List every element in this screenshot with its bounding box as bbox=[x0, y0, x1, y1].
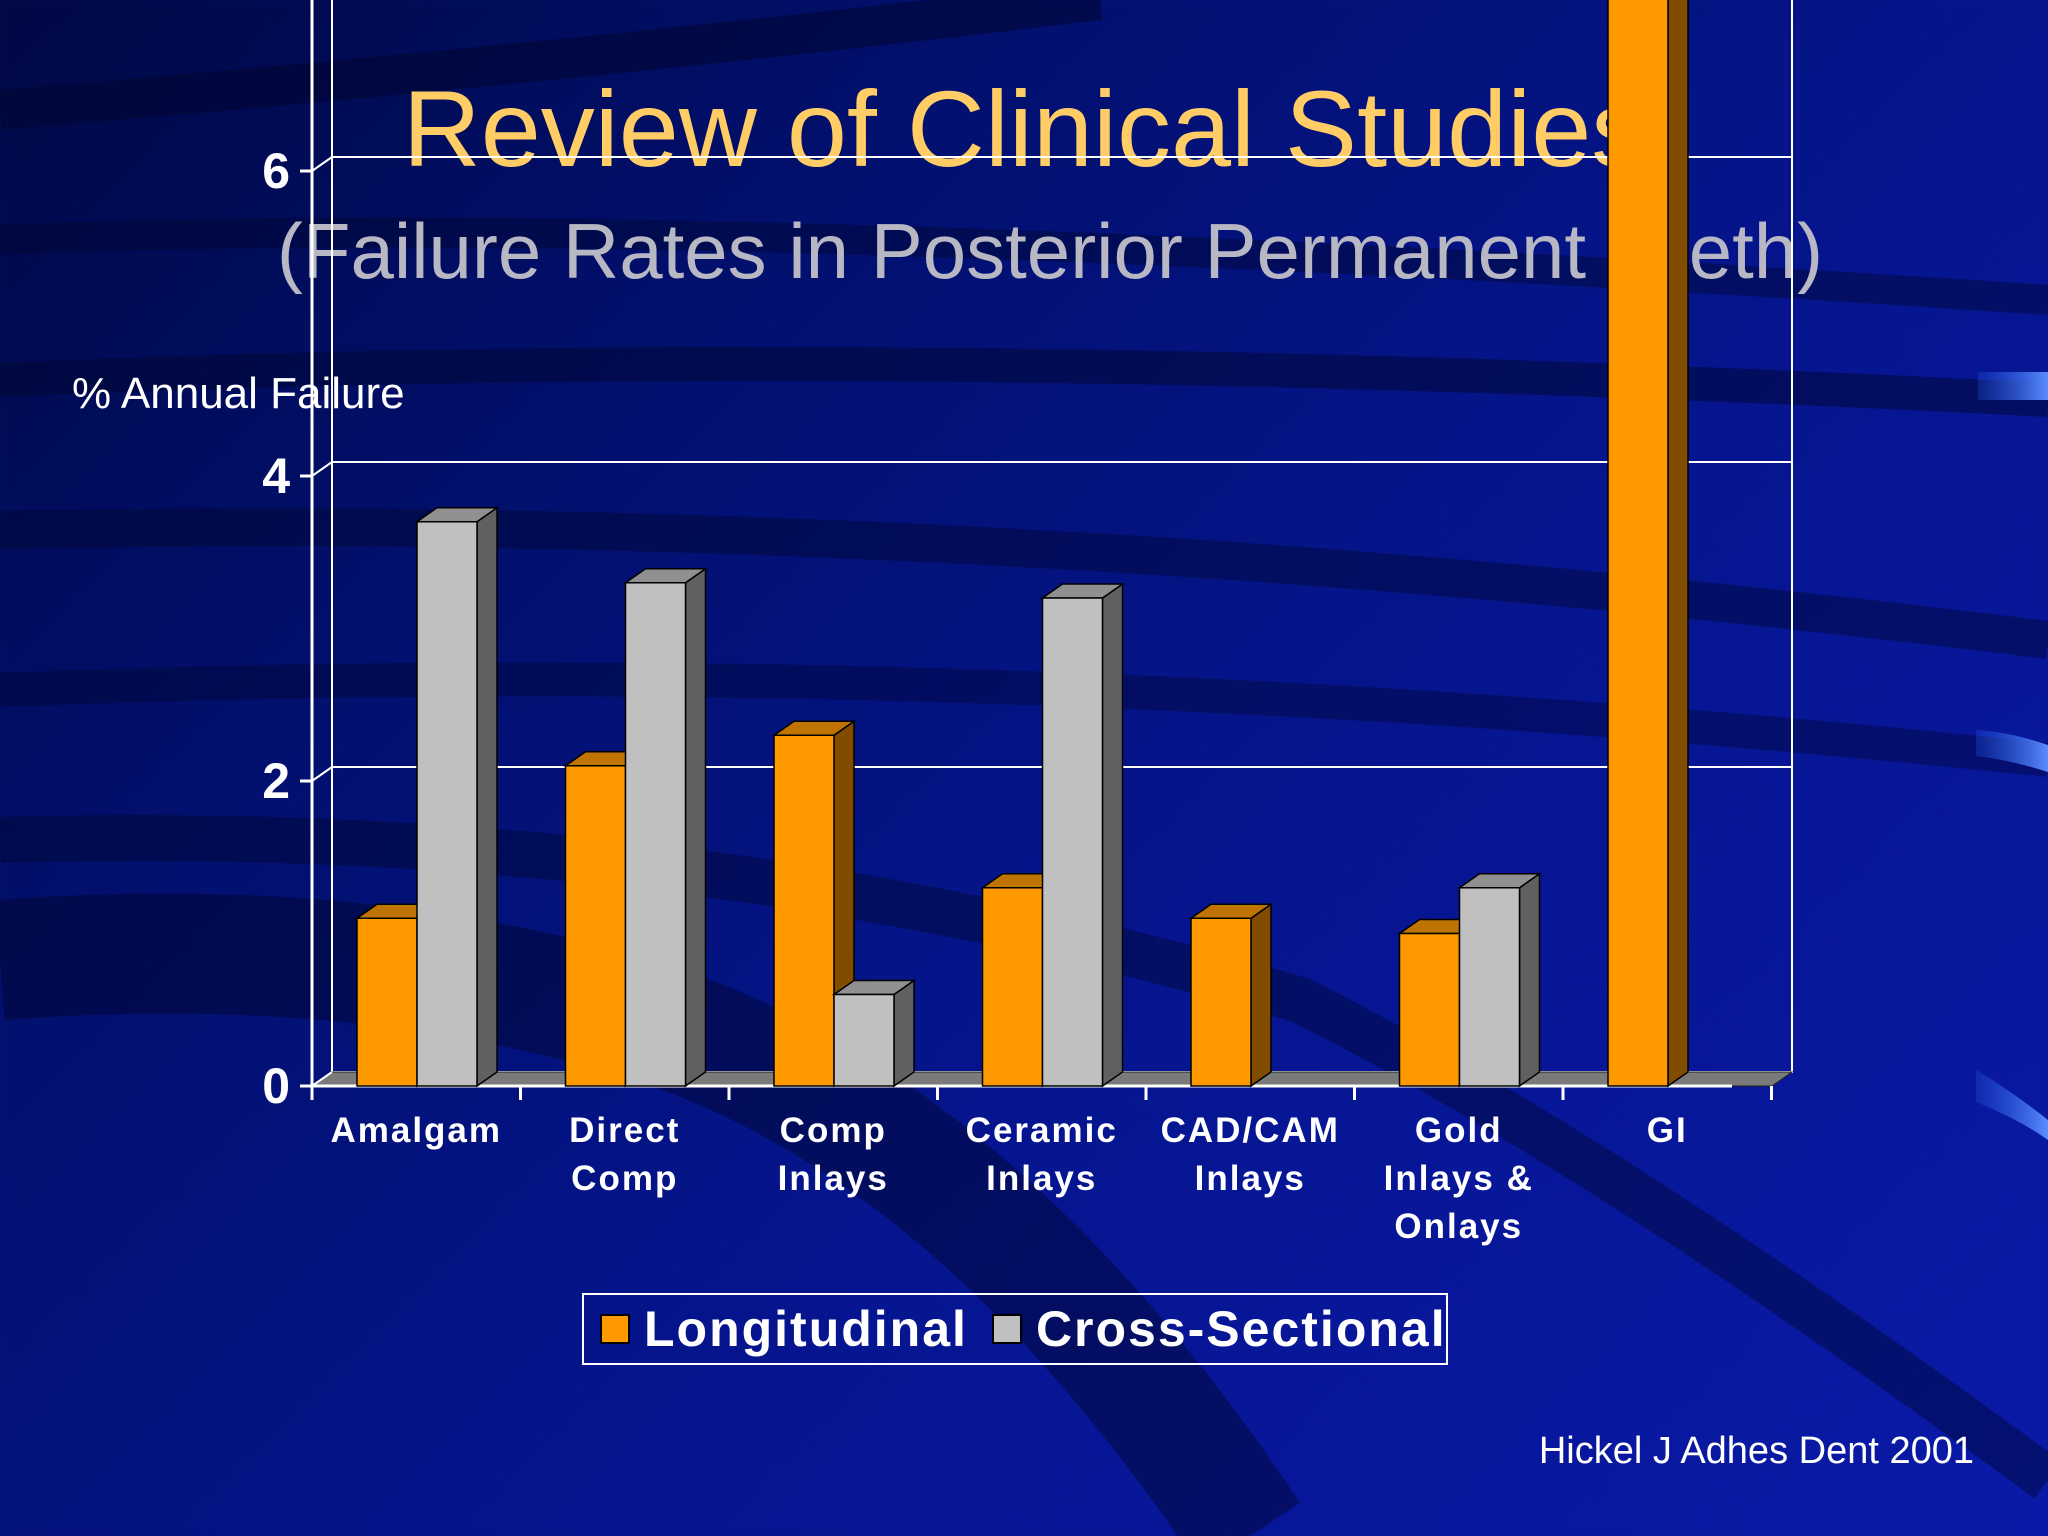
x-tick-label: CAD/CAM bbox=[1161, 1111, 1340, 1150]
legend-label-longitudinal: Longitudinal bbox=[644, 1301, 968, 1357]
legend-swatch-cross-sectional bbox=[991, 1314, 1022, 1344]
x-tick-label: Comp bbox=[571, 1159, 678, 1198]
y-tick-label: 0 bbox=[262, 1058, 290, 1114]
x-tick-label: Ceramic bbox=[966, 1111, 1118, 1150]
bar-longitudinal bbox=[981, 887, 1044, 1087]
bar-side-face bbox=[1101, 582, 1124, 1088]
x-tick-label: Amalgam bbox=[330, 1111, 502, 1150]
slide-subtitle: (Failure Rates in Posterior Permanent Te… bbox=[276, 207, 1824, 295]
bar-side-face bbox=[684, 567, 707, 1088]
x-tick-label: Inlays bbox=[1195, 1159, 1306, 1198]
bar-side-face bbox=[1250, 902, 1272, 1088]
legend-item-cross-sectional: Cross-Sectional bbox=[991, 1301, 1447, 1357]
bar-side-face bbox=[1518, 872, 1541, 1088]
y-tick-label: 6 bbox=[262, 143, 290, 199]
x-tick-label: Inlays bbox=[778, 1159, 889, 1198]
bar-cross-sectional bbox=[624, 582, 687, 1087]
bar-longitudinal bbox=[1398, 932, 1461, 1087]
bar-side-face bbox=[893, 979, 915, 1088]
bar-cross-sectional bbox=[833, 993, 895, 1087]
bar-longitudinal bbox=[356, 917, 418, 1087]
legend-swatch-longitudinal bbox=[600, 1314, 630, 1344]
bar-cross-sectional bbox=[1041, 597, 1104, 1087]
x-tick-label: Inlays & bbox=[1384, 1159, 1534, 1198]
x-tick-label: GI bbox=[1647, 1111, 1688, 1150]
x-tick-label: Inlays bbox=[986, 1159, 1097, 1198]
bar-longitudinal bbox=[773, 734, 835, 1087]
bar-longitudinal bbox=[1190, 917, 1252, 1087]
y-tick-connector bbox=[311, 156, 333, 172]
y-tick-connector bbox=[311, 1071, 333, 1087]
y-axis-label: % Annual Failure bbox=[72, 369, 405, 418]
bar-longitudinal bbox=[564, 765, 627, 1087]
chart-legend: Longitudinal Cross-Sectional bbox=[582, 1293, 1448, 1365]
y-tick-connector bbox=[311, 461, 333, 477]
source-citation: Hickel J Adhes Dent 2001 bbox=[1538, 1430, 1974, 1472]
legend-item-longitudinal: Longitudinal bbox=[600, 1304, 968, 1354]
bar-side-face bbox=[476, 506, 498, 1088]
bar-side-face bbox=[1667, 0, 1689, 1088]
y-tick-connector bbox=[311, 766, 333, 782]
bar-cross-sectional bbox=[1458, 887, 1521, 1087]
x-tick-label: Gold bbox=[1415, 1111, 1503, 1150]
bar-longitudinal bbox=[1607, 0, 1669, 1087]
x-tick-label: Onlays bbox=[1394, 1207, 1523, 1246]
y-tick-label: 2 bbox=[262, 753, 290, 809]
bar-cross-sectional bbox=[416, 521, 478, 1087]
y-tick-label: 4 bbox=[262, 448, 290, 504]
legend-label-cross-sectional: Cross-Sectional bbox=[1035, 1301, 1447, 1357]
decorative-accents bbox=[1976, 372, 2048, 1140]
slide-title: Review of Clinical Studies bbox=[402, 68, 1646, 189]
x-tick-label: Comp bbox=[780, 1111, 887, 1150]
x-tick-label: Direct bbox=[569, 1111, 680, 1150]
